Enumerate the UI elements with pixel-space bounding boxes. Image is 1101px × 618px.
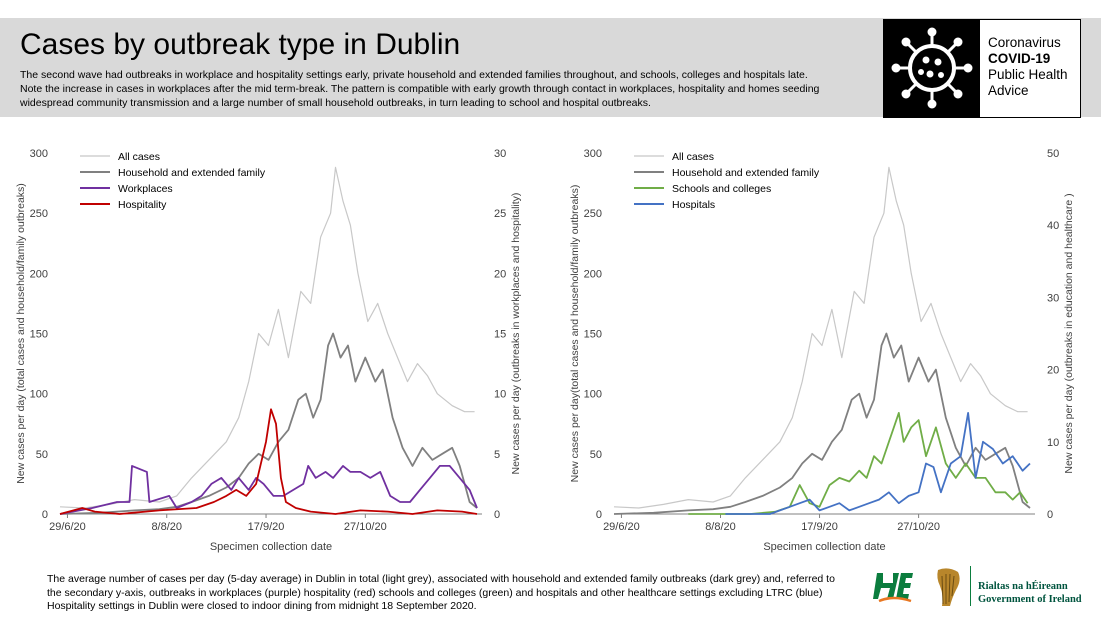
y-tick-label: 150 [30,329,48,341]
y2-tick-label: 20 [1047,365,1059,377]
y2-tick-label: 25 [494,208,506,220]
y-tick-label: 50 [36,449,48,461]
logo-line: Coronavirus [988,35,1061,50]
y-tick-label: 100 [584,389,602,401]
page-subtitle: The second wave had outbreaks in workpla… [20,68,880,110]
y-tick-label: 300 [30,148,48,160]
y2-tick-label: 20 [494,268,506,280]
y-axis-title: New cases per day (total cases and house… [15,183,27,484]
x-tick-label: 17/9/20 [801,521,838,533]
y2-tick-label: 15 [494,329,506,341]
x-axis-title: Specimen collection date [763,541,885,553]
y-tick-label: 50 [590,449,602,461]
legend-label-all_cases: All cases [118,151,160,163]
coronavirus-icon [884,20,980,117]
y2-tick-label: 5 [494,449,500,461]
y-tick-label: 250 [584,208,602,220]
covid-logo-text: Coronavirus COVID-19 Public Health Advic… [988,35,1068,99]
harp-emblem [937,568,960,606]
x-tick-label: 29/6/20 [603,521,640,533]
gov-line-english: Government of Ireland [978,594,1082,605]
government-of-ireland-logo-text: Rialtas na hÉireann Government of Irelan… [978,580,1082,606]
chart-2: 0 50 100 150 200 250 300 0 10 20 30 40 50 29/6/20 8/8/… [569,148,1075,553]
caption-line: the secondary y-axis, outbreaks in workp… [47,586,823,599]
x-axis-title: Specimen collection date [210,541,332,553]
series-line-all_cases [613,166,1028,509]
y2-tick-label: 50 [1047,148,1059,160]
y-tick-label: 200 [584,268,602,280]
y-tick-label: 300 [584,148,602,160]
logo-line: Public Health [988,67,1068,82]
series-line-all_cases [59,166,475,509]
y2-tick-label: 10 [494,389,506,401]
legend-label-all_cases: All cases [672,151,714,163]
chart-1: 0 50 100 150 200 250 300 0 5 10 15 20 25 30 29/6/20 8/8… [15,148,522,553]
series-line-household [613,332,1031,515]
series-line-hospitals [725,411,1031,515]
y2-tick-label: 10 [1047,437,1059,449]
y-tick-label: 250 [30,208,48,220]
x-tick-label: 27/10/20 [897,521,940,533]
government-divider [970,566,971,606]
legend-label-schools: Schools and colleges [672,183,771,195]
gov-line-irish: Rialtas na hÉireann [978,581,1068,592]
y-axis-title: New cases per day(total cases and househ… [569,185,581,483]
legend-label-household: Household and extended family [118,167,266,179]
x-tick-label: 17/9/20 [248,521,285,533]
subtitle-line: widespread community transmission and a … [20,97,651,109]
legend-label-hospitality: Hospitality [118,199,167,211]
page-title: Cases by outbreak type in Dublin [20,28,461,61]
y-tick-label: 200 [30,268,48,280]
y-tick-label: 0 [596,509,602,521]
hse-logo [873,573,913,603]
x-tick-label: 27/10/20 [344,521,387,533]
legend-label-hospitals: Hospitals [672,199,715,211]
logo-line-bold: COVID-19 [988,51,1051,66]
y2-tick-label: 0 [494,509,500,521]
logo-line: Advice [988,83,1029,98]
y2-tick-label: 30 [494,148,506,160]
caption-line: Hospitality settings in Dublin were clos… [47,600,477,613]
covid-advice-logo: Coronavirus COVID-19 Public Health Advic… [883,19,1081,118]
x-tick-label: 8/8/20 [151,521,182,533]
y2-tick-label: 30 [1047,292,1059,304]
y-tick-label: 0 [42,509,48,521]
y-tick-label: 100 [30,389,48,401]
y-tick-label: 150 [584,329,602,341]
subtitle-line: Note the increase in cases in workplaces… [20,83,820,95]
subtitle-line: The second wave had outbreaks in workpla… [20,69,808,81]
series-line-household [59,332,478,515]
series-line-schools [688,411,1029,515]
y2-axis-title: New cases per day (outbreaks in workplac… [510,193,522,475]
figure-caption: The average number of cases per day (5-d… [47,573,847,614]
series-line-workplaces [59,464,478,515]
legend-label-workplaces: Workplaces [118,183,173,195]
legend-label-household: Household and extended family [672,167,820,179]
caption-line: The average number of cases per day (5-d… [47,573,835,585]
x-tick-label: 29/6/20 [49,521,86,533]
series-line-hospitality [59,408,478,515]
y2-tick-label: 40 [1047,220,1059,232]
y2-axis-title: New cases per day (outbreaks in educatio… [1063,193,1075,473]
y2-tick-label: 0 [1047,509,1053,521]
x-tick-label: 8/8/20 [705,521,736,533]
